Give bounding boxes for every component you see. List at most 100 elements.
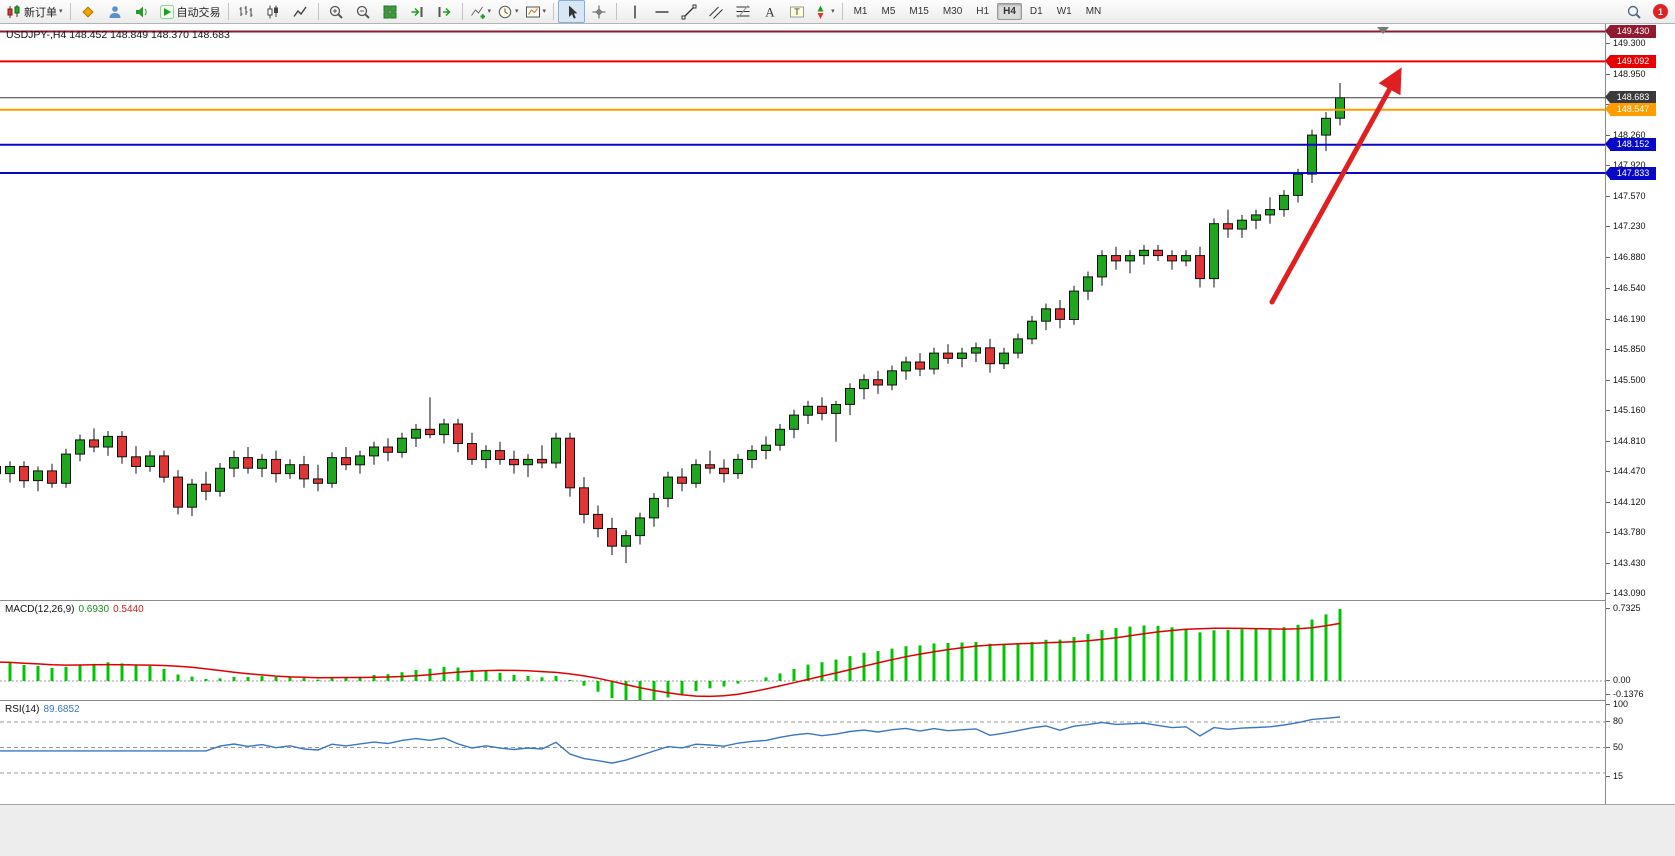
toolbar-button-autotrading[interactable]: 自动交易 <box>156 0 224 23</box>
macd-scale-label: -0.1376 <box>1613 688 1644 699</box>
price-tick-label: 145.160 <box>1613 404 1646 415</box>
periods-icon <box>498 5 512 18</box>
timeframe-m5[interactable]: M5 <box>875 3 901 20</box>
toolbar-button-equidistant-channel[interactable] <box>702 0 729 23</box>
timeframe-mn[interactable]: MN <box>1080 3 1108 20</box>
price-tick-label: 146.540 <box>1613 282 1646 293</box>
toolbar-button-mql5[interactable] <box>75 0 102 23</box>
toolbar-button-search[interactable] <box>1620 0 1647 23</box>
toolbar-separator <box>69 3 71 20</box>
price-tick-label: 143.780 <box>1613 527 1646 538</box>
candle-chart-icon <box>267 5 279 18</box>
toolbar-button-text-label[interactable]: T <box>783 0 810 23</box>
timeframe-label: MN <box>1085 6 1102 17</box>
toolbar-button-tile-windows[interactable] <box>377 0 404 23</box>
toolbar-separator <box>227 3 229 20</box>
toolbar-button-chart-shift[interactable] <box>431 0 458 23</box>
axis-tick-mark <box>1606 409 1610 411</box>
timeframe-label: M15 <box>909 6 929 17</box>
timeframe-label: H1 <box>976 6 990 17</box>
toolbar-button-vertical-line[interactable] <box>621 0 648 23</box>
toolbar-button-bar-chart[interactable] <box>233 0 260 23</box>
toolbar-button-indicators[interactable]: ▾ <box>467 0 495 23</box>
rsi-panel-chart[interactable] <box>0 701 1605 805</box>
toolbar-button-crosshair[interactable] <box>585 0 612 23</box>
toolbar-button-line-chart[interactable] <box>287 0 314 23</box>
toolbar-button-horizontal-line[interactable] <box>648 0 675 23</box>
chevron-down-icon: ▾ <box>542 8 547 15</box>
toolbar-button-auto-scroll[interactable] <box>404 0 431 23</box>
toolbar-button-arrows[interactable]: ▾ <box>810 0 838 23</box>
rsi-line <box>0 716 1341 764</box>
axis-tick-mark <box>1606 379 1610 381</box>
price-axis[interactable]: 149.300148.950148.610148.260147.920147.5… <box>1605 24 1675 856</box>
toolbar-button-zoom-in[interactable] <box>323 0 350 23</box>
axis-tick-mark <box>1606 287 1610 289</box>
price-tick-label: 147.230 <box>1613 221 1646 232</box>
badge-pointer <box>1605 138 1610 151</box>
axis-tick-mark <box>1606 135 1610 137</box>
cursor-icon <box>568 5 577 19</box>
toolbar-button-candle-chart[interactable] <box>260 0 287 23</box>
toolbar-button-signals[interactable] <box>129 0 156 23</box>
macd-histogram <box>8 609 1342 701</box>
timeframe-d1[interactable]: D1 <box>1024 3 1049 20</box>
toolbar-separator <box>553 3 555 20</box>
timeframe-h1[interactable]: H1 <box>970 3 995 20</box>
macd-scale-label: 0.00 <box>1613 675 1631 685</box>
toolbar-groups: 新订单 ▾ 自动交易 ▾ ▾ ▾ A T ▾ M1 M5 M15 M30 H1 H4 D1 W1 MN <box>3 0 1108 23</box>
toolbar-button-fibonacci[interactable] <box>729 0 756 23</box>
text-label-icon: T <box>789 6 804 17</box>
arrows-icon <box>817 5 824 19</box>
timeframe-w1[interactable]: W1 <box>1051 3 1078 20</box>
toolbar-button-text[interactable]: A <box>756 0 783 23</box>
axis-tick-mark <box>1606 501 1610 503</box>
crosshair-icon <box>592 5 606 18</box>
toolbar-group-services: 自动交易 <box>75 0 224 23</box>
chart-shift-marker[interactable] <box>1377 27 1389 34</box>
timeframe-m30[interactable]: M30 <box>937 3 968 20</box>
toolbar-button-periods[interactable]: ▾ <box>494 0 522 23</box>
toolbar-button-profile[interactable] <box>102 0 129 23</box>
price-tick-label: 148.950 <box>1613 69 1646 79</box>
toolbar-button-new-order[interactable]: 新订单 ▾ <box>3 0 66 23</box>
main-chart-panel[interactable]: USDJPY-,H4 148.452 148.849 148.370 148.6… <box>0 24 1605 600</box>
axis-tick-mark <box>1606 721 1610 722</box>
new-order-icon <box>7 4 20 18</box>
macd-name: MACD(12,26,9) <box>5 604 75 615</box>
price-tick-label: 143.090 <box>1613 588 1646 599</box>
notification-badge[interactable]: 1 <box>1653 4 1668 19</box>
chevron-down-icon: ▾ <box>59 8 63 15</box>
text-icon: A <box>765 4 775 19</box>
axis-tick-mark <box>1606 165 1610 167</box>
timeframe-label: M1 <box>853 6 868 17</box>
toolbar-button-templates[interactable]: ▾ <box>522 0 550 23</box>
zoom-in-icon <box>329 5 343 19</box>
candlesticks <box>0 83 1345 564</box>
price-tick-label: 144.120 <box>1613 496 1646 507</box>
trend-arrow-annotation[interactable] <box>1269 67 1402 305</box>
toolbar-group-chart-types <box>233 0 314 23</box>
indicators-icon <box>470 6 485 19</box>
axis-tick-mark <box>1606 608 1610 609</box>
timeframe-m1[interactable]: M1 <box>848 3 874 20</box>
macd-scale-label: 0.7325 <box>1613 603 1641 613</box>
tile-windows-icon <box>383 5 397 18</box>
macd-panel[interactable]: MACD(12,26,9) 0.6930 0.5440 <box>0 600 1605 701</box>
badge-pointer <box>1605 25 1610 37</box>
toolbar-button-cursor[interactable] <box>558 0 586 23</box>
signals-icon <box>136 6 147 17</box>
rsi-panel[interactable]: RSI(14) 89.6852 <box>0 700 1605 804</box>
main-chart[interactable] <box>0 24 1605 600</box>
timeframe-m15[interactable]: M15 <box>903 3 934 20</box>
toolbar-button-zoom-out[interactable] <box>350 0 377 23</box>
macd-panel-chart[interactable] <box>0 601 1605 701</box>
price-tick-label: 145.850 <box>1613 343 1646 354</box>
equidistant-channel-icon <box>708 6 723 19</box>
toolbar-button-trendline[interactable] <box>675 0 702 23</box>
chart-window: USDJPY-,H4 148.452 148.849 148.370 148.6… <box>0 24 1605 856</box>
timeframe-h4[interactable]: H4 <box>997 3 1022 20</box>
badge-pointer <box>1605 54 1610 67</box>
timeframe-label: M5 <box>881 6 896 17</box>
